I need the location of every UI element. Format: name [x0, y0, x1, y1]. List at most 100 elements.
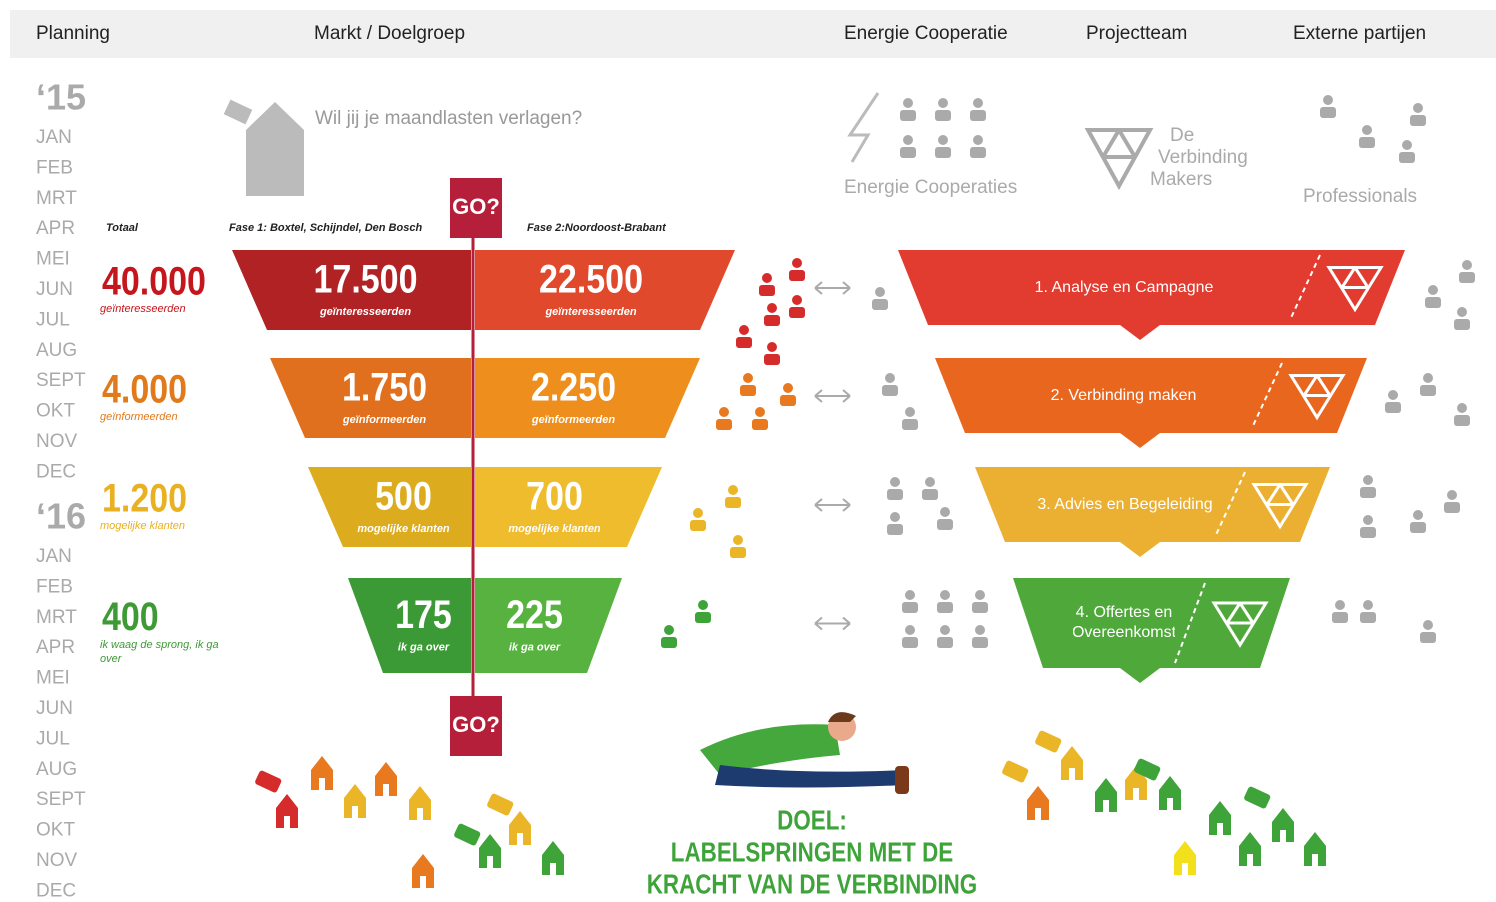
step-label-box: 2. Verbinding maken — [995, 358, 1252, 433]
goal-text: LABELSPRINGEN MET DE — [671, 837, 953, 868]
house-door — [1312, 854, 1318, 866]
step-label-box: 4. Offertes en Overeenkomst — [1073, 578, 1175, 668]
person-icon — [935, 110, 951, 121]
header-bar — [10, 10, 1496, 58]
person-icon — [1428, 285, 1438, 295]
person-icon — [1444, 502, 1460, 513]
house-door — [1069, 768, 1075, 780]
left-value: 17.500 — [314, 256, 418, 301]
person-icon — [728, 485, 738, 495]
person-icon — [973, 135, 983, 145]
month-label: AUG — [36, 759, 77, 780]
person-icon — [922, 489, 938, 500]
person-icon — [764, 354, 780, 365]
lightning-icon — [850, 93, 878, 162]
month-label: NOV — [36, 431, 78, 452]
left-caption: ik ga over — [398, 641, 450, 653]
month-label: DEC — [36, 461, 76, 482]
step-label: 4. Offertes en Overeenkomst — [1073, 578, 1175, 668]
person-icon — [767, 303, 777, 313]
person-icon — [925, 477, 935, 487]
person-icon — [970, 110, 986, 121]
phase-heading: Fase 2:Noordoost-Brabant — [527, 222, 667, 234]
person-icon — [905, 625, 915, 635]
right-caption: geïnteresseerden — [544, 306, 636, 318]
total-heading: Totaal — [106, 222, 139, 234]
month-label: JAN — [36, 127, 72, 148]
column-title: Planning — [36, 23, 110, 44]
person-icon — [1362, 125, 1372, 135]
person-icon — [885, 373, 895, 383]
person-icon — [1388, 390, 1398, 400]
person-icon — [972, 637, 988, 648]
house-door — [1247, 854, 1253, 866]
month-label: FEB — [36, 157, 73, 178]
house-door — [1035, 808, 1041, 820]
person-icon — [1323, 95, 1333, 105]
person-icon — [903, 135, 913, 145]
person-icon — [739, 325, 749, 335]
party-label: Professionals — [1303, 186, 1417, 207]
person-icon — [890, 477, 900, 487]
person-icon — [1454, 415, 1470, 426]
person-icon — [973, 98, 983, 108]
person-icon — [1402, 140, 1412, 150]
house-door — [550, 863, 556, 875]
left-value: 175 — [395, 591, 452, 636]
person-icon — [743, 373, 753, 383]
month-label: OKT — [36, 401, 75, 422]
person-icon — [783, 383, 793, 393]
total-value: 400 — [102, 593, 159, 638]
person-icon — [1420, 385, 1436, 396]
person-icon — [937, 637, 953, 648]
person-icon — [1410, 522, 1426, 533]
house-door — [517, 833, 523, 845]
double-arrow — [815, 390, 850, 402]
person-icon — [764, 315, 780, 326]
house-door — [319, 778, 325, 790]
total-value: 40.000 — [102, 258, 206, 303]
person-icon — [690, 520, 706, 531]
person-icon — [792, 295, 802, 305]
goal-text: KRACHT VAN DE VERBINDING — [647, 869, 977, 900]
column-title: Externe partijen — [1293, 23, 1426, 44]
person-icon — [1420, 632, 1436, 643]
house-door — [1167, 798, 1173, 810]
total-caption-box: geïnteresseerden — [100, 302, 220, 336]
month-label: MEI — [36, 249, 70, 270]
step-label-box: 3. Advies en Begeleiding — [1035, 467, 1215, 542]
month-label: OKT — [36, 820, 75, 841]
person-icon — [1335, 600, 1345, 610]
person-icon — [762, 273, 772, 283]
person-icon — [1399, 152, 1415, 163]
tag-icon — [486, 793, 514, 817]
person-icon — [1462, 260, 1472, 270]
month-label: DEC — [36, 880, 76, 901]
tag-icon — [1001, 760, 1029, 784]
person-icon — [1385, 402, 1401, 413]
year-label: ‘15 — [36, 77, 86, 118]
person-icon — [693, 508, 703, 518]
right-value: 22.500 — [539, 256, 643, 301]
person-icon — [940, 625, 950, 635]
tag-icon — [254, 770, 282, 794]
left-value: 500 — [375, 473, 432, 518]
total-caption-box: mogelijke klanten — [100, 519, 220, 553]
house-door — [420, 876, 426, 888]
house-door — [1133, 788, 1139, 800]
total-caption: geïnformeerden — [100, 410, 220, 424]
house-door — [284, 816, 290, 828]
house-door — [352, 806, 358, 818]
total-caption-box: ik waag de sprong, ik ga over — [100, 638, 220, 672]
party-label: Makers — [1150, 169, 1212, 190]
jumper-shoe — [895, 766, 909, 794]
person-icon — [1363, 475, 1373, 485]
double-arrow — [815, 282, 850, 294]
go-label: GO? — [452, 712, 500, 737]
total-caption: ik waag de sprong, ik ga over — [100, 638, 220, 666]
house-door — [1103, 800, 1109, 812]
tag-icon — [224, 100, 253, 125]
go-label: GO? — [452, 194, 500, 219]
person-icon — [719, 407, 729, 417]
person-icon — [875, 287, 885, 297]
